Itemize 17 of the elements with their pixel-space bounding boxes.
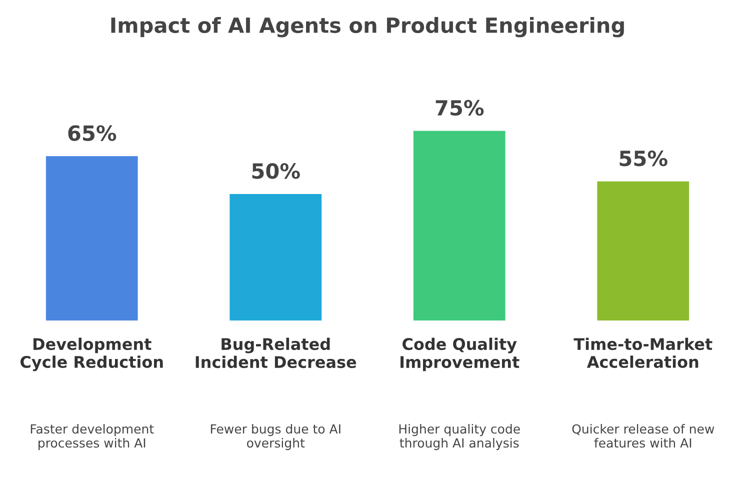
text: Fewer bugs due to AI oversight: [210, 424, 340, 450]
data-label: 75%: [436, 100, 484, 116]
x-tick-label: Time-to-Market Acceleration: [574, 338, 712, 368]
text: Quicker release of new features with AI: [572, 424, 714, 448]
x-tick-label: Code Quality Improvement: [400, 338, 520, 372]
x-tick-label: Bug-Related Incident Decrease: [196, 338, 356, 368]
text: Faster development processes with AI: [30, 424, 154, 450]
bar: [46, 156, 138, 320]
chart-title: Impact of AI Agents on Product Engineering: [111, 16, 624, 38]
data-label: 65%: [68, 125, 116, 141]
bar: [597, 181, 690, 320]
data-label: 55%: [620, 150, 668, 166]
bar: [230, 194, 322, 320]
text: Higher quality code through AI analysis: [399, 424, 520, 450]
x-tick-label: Development Cycle Reduction: [20, 338, 163, 372]
data-label: 50%: [252, 163, 300, 179]
bar: [413, 130, 506, 320]
